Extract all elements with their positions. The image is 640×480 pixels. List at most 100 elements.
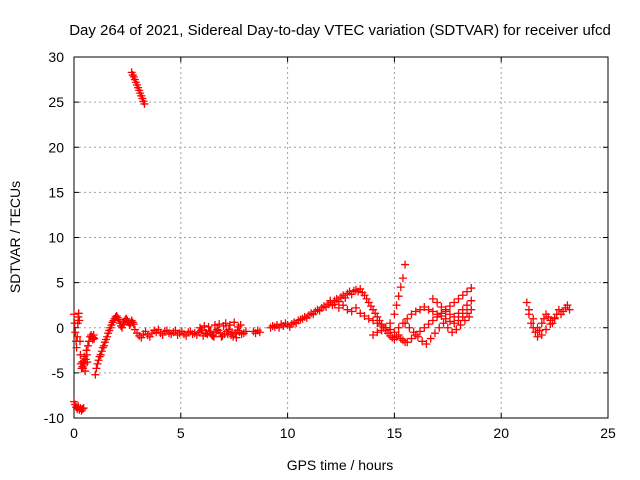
data-point — [428, 294, 437, 303]
y-tick-label: -10 — [44, 410, 64, 426]
data-point — [441, 314, 450, 323]
data-point — [79, 404, 88, 413]
data-markers — [70, 68, 574, 415]
data-point — [369, 305, 378, 314]
data-point — [565, 305, 574, 314]
data-point — [129, 320, 138, 329]
data-point — [416, 305, 425, 314]
x-tick-label: 10 — [280, 425, 296, 441]
data-point — [424, 320, 433, 329]
data-point — [97, 347, 106, 356]
data-point — [398, 336, 407, 345]
data-point — [539, 314, 548, 323]
data-point — [204, 322, 213, 331]
data-point — [307, 309, 316, 318]
data-point — [93, 359, 102, 368]
data-point — [94, 356, 103, 365]
data-point — [398, 274, 407, 283]
data-point — [364, 314, 373, 323]
y-tick-label: 30 — [48, 49, 64, 65]
data-point — [223, 330, 232, 339]
data-point — [433, 312, 442, 321]
data-point — [298, 314, 307, 323]
data-point — [381, 323, 390, 332]
data-point — [533, 323, 542, 332]
data-point — [403, 338, 412, 347]
data-point — [369, 316, 378, 325]
data-point — [72, 343, 81, 352]
data-point — [334, 303, 343, 312]
data-point — [208, 331, 217, 340]
data-point — [213, 325, 222, 334]
data-point — [228, 328, 237, 337]
x-tick-label: 20 — [493, 425, 509, 441]
data-point — [118, 323, 127, 332]
data-point — [411, 307, 420, 316]
data-point — [113, 313, 122, 322]
data-point — [445, 302, 454, 311]
x-tick-label: 0 — [70, 425, 78, 441]
data-point — [439, 319, 448, 328]
data-point — [467, 305, 476, 314]
data-point — [396, 283, 405, 292]
data-point — [268, 321, 277, 330]
data-point — [70, 310, 78, 319]
data-point — [341, 293, 350, 302]
data-point — [394, 292, 403, 301]
data-point — [78, 404, 87, 413]
data-point — [554, 305, 563, 314]
data-point — [426, 334, 435, 343]
data-point — [140, 99, 149, 108]
data-point — [531, 328, 540, 337]
data-point — [458, 305, 467, 314]
grid-lines — [74, 57, 608, 418]
data-point — [407, 334, 416, 343]
data-point — [210, 321, 219, 330]
data-point — [184, 328, 193, 337]
data-point — [524, 305, 533, 314]
data-point — [533, 332, 542, 341]
data-point — [337, 293, 345, 302]
data-point — [73, 332, 82, 341]
data-point — [232, 333, 241, 342]
data-point — [364, 298, 373, 307]
data-point — [347, 307, 356, 316]
data-point — [330, 300, 339, 309]
data-point — [546, 320, 555, 329]
data-point — [81, 367, 90, 376]
data-point — [416, 327, 425, 336]
data-point — [362, 294, 371, 303]
data-point — [71, 328, 80, 337]
data-point — [386, 319, 395, 328]
data-point — [420, 302, 429, 311]
chart-title: Day 264 of 2021, Sidereal Day-to-day VTE… — [69, 22, 611, 39]
x-axis-label: GPS time / hours — [287, 457, 394, 473]
data-point — [202, 329, 211, 338]
data-point — [369, 330, 378, 339]
data-point — [366, 302, 375, 311]
data-point — [465, 312, 474, 321]
data-point — [403, 314, 412, 323]
data-point — [319, 302, 328, 311]
data-point — [360, 312, 369, 321]
data-point — [452, 325, 461, 334]
data-point — [428, 316, 437, 325]
x-tick-label: 15 — [387, 425, 403, 441]
data-point — [221, 319, 230, 328]
data-point — [373, 319, 382, 328]
data-point — [463, 287, 472, 296]
data-point — [409, 328, 418, 337]
data-point — [542, 325, 551, 334]
data-point — [422, 339, 431, 348]
data-point — [103, 332, 112, 341]
y-tick-label: 10 — [48, 230, 64, 246]
data-point — [84, 337, 93, 346]
x-tick-label: 25 — [600, 425, 616, 441]
data-point — [448, 328, 457, 337]
data-point — [443, 323, 452, 332]
data-point — [428, 307, 437, 316]
data-point — [467, 284, 476, 293]
data-point — [75, 316, 84, 325]
data-point — [128, 71, 137, 80]
data-point — [392, 301, 401, 310]
